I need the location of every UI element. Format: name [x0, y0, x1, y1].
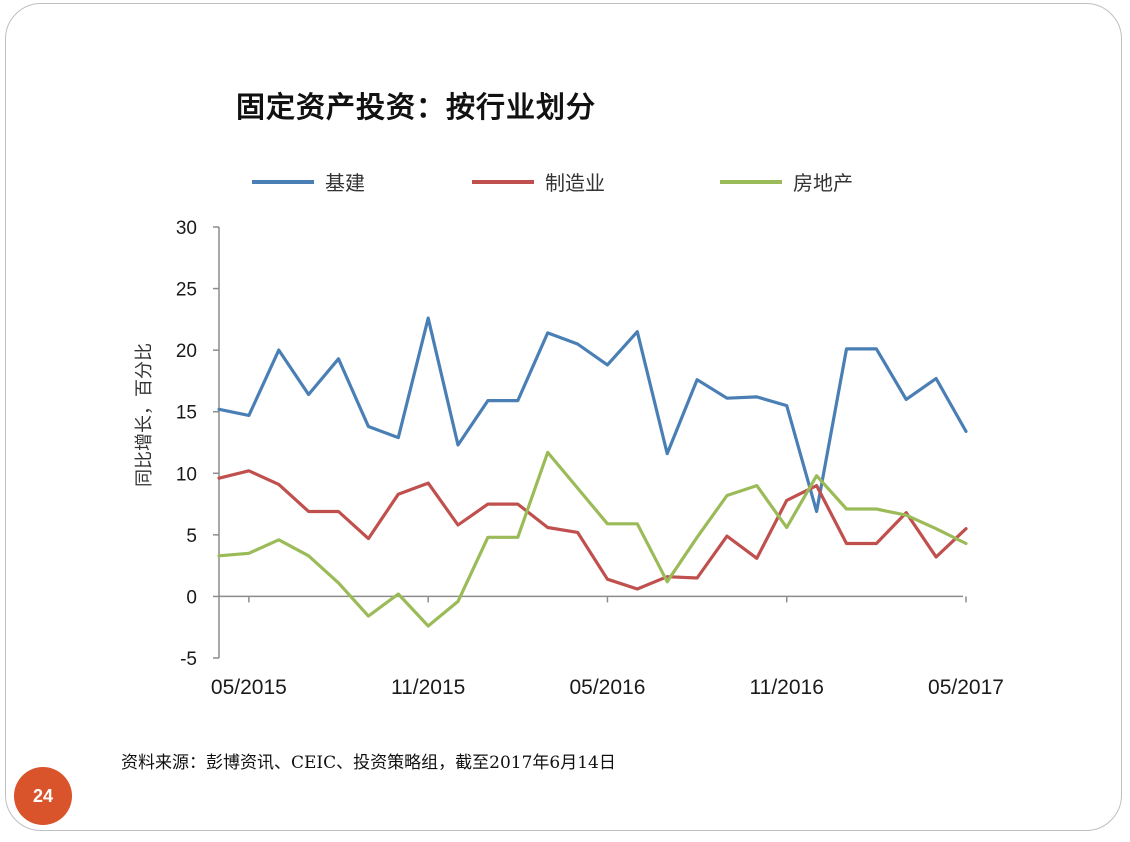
series-line-2 — [217, 469, 968, 591]
slide-title: 固定资产投资：按行业划分 — [236, 90, 597, 124]
source-note: 资料来源：彭博资讯、CEIC、投资策略组，截至2017年6月14日 — [121, 753, 616, 773]
y-tick-label: 15 — [176, 403, 197, 424]
x-tick-label: 05/2017 — [928, 676, 1004, 699]
y-tick-label: -5 — [180, 649, 197, 670]
page-number-badge: 24 — [14, 767, 72, 825]
series-line-3 — [217, 450, 968, 628]
y-tick-label: 0 — [186, 587, 197, 608]
y-tick-label: 30 — [176, 218, 197, 239]
x-tick-label: 11/2016 — [750, 676, 824, 699]
legend-label: 房地产 — [793, 171, 853, 195]
x-tick-label: 11/2015 — [391, 676, 465, 699]
series-line-1 — [217, 316, 968, 514]
x-tick-label: 05/2015 — [211, 676, 287, 699]
y-tick-label: 20 — [176, 341, 197, 362]
legend-label: 基建 — [325, 171, 365, 195]
y-tick-label: 5 — [186, 526, 197, 547]
legend-label: 制造业 — [545, 171, 605, 195]
y-tick-label: 25 — [176, 280, 197, 301]
y-tick-label: 10 — [176, 464, 197, 485]
x-tick-label: 05/2016 — [569, 676, 645, 699]
y-axis-label: 同比增长，百分比 — [134, 343, 155, 487]
slide-frame — [5, 3, 1122, 831]
